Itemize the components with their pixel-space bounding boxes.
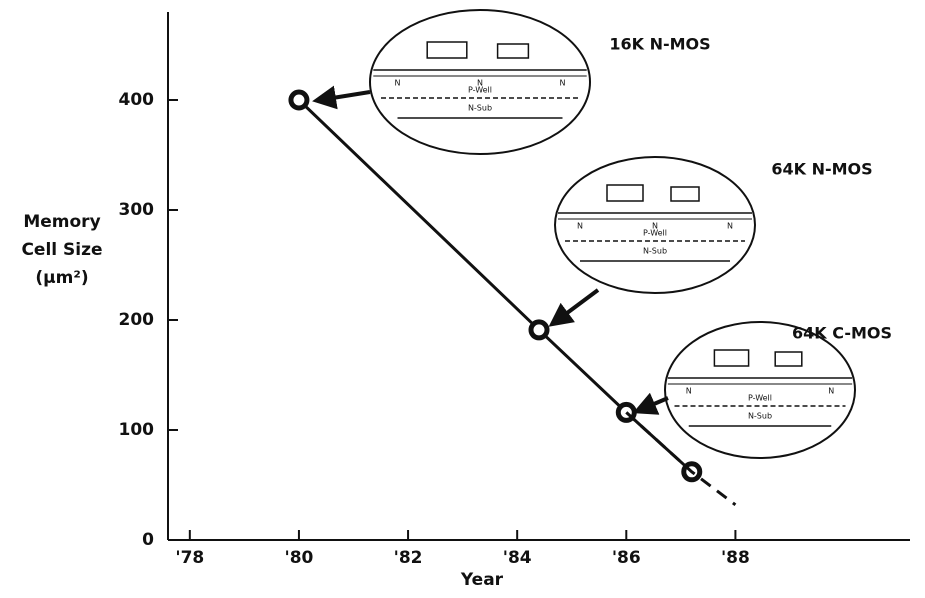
data-point [291,92,307,108]
region-label: P-Well [643,229,667,238]
y-axis-label: (μm²) [35,268,88,288]
region-label: P-Well [468,86,492,95]
region-label: N-Sub [468,104,492,113]
y-tick-label: 200 [119,310,155,330]
gate [498,44,529,58]
y-tick-label: 300 [119,200,155,220]
annotation-title: 16K N-MOS [609,35,710,54]
x-tick-label: '88 [721,548,750,568]
data-point [531,322,547,338]
region-label: P-Well [748,394,772,403]
gate [775,352,802,366]
annotation-arrow [555,290,598,322]
x-tick-label: '82 [394,548,423,568]
y-axis-label: Cell Size [21,240,102,260]
annotation-title: 64K C-MOS [792,324,892,343]
region-label: N [577,222,583,231]
chart: Year Memory Cell Size (μm²) 0 100 200 300 40… [0,0,925,594]
region-label: N [828,387,834,396]
x-axis-label: Year [460,570,504,590]
gate [427,42,467,58]
x-tick-label: '86 [612,548,641,568]
gate [671,187,699,201]
region-label: N [727,222,733,231]
annotation-title: 64K N-MOS [771,160,872,179]
y-tick-label: 100 [119,420,155,440]
annotation-arrow [320,92,370,100]
x-tick-label: '80 [285,548,314,568]
x-tick-label: '78 [175,548,204,568]
region-label: N-Sub [748,412,772,421]
region-label: N [395,79,401,88]
gate [714,350,748,366]
region-label: N [686,387,692,396]
x-tick-label: '84 [503,548,532,568]
y-tick-label: 400 [119,90,155,110]
y-axis-label: Memory [23,212,100,232]
region-label: N-Sub [643,247,667,256]
annotation-arrow [640,398,668,410]
gate [607,185,643,201]
region-label: N [560,79,566,88]
y-tick-label: 0 [142,530,154,550]
